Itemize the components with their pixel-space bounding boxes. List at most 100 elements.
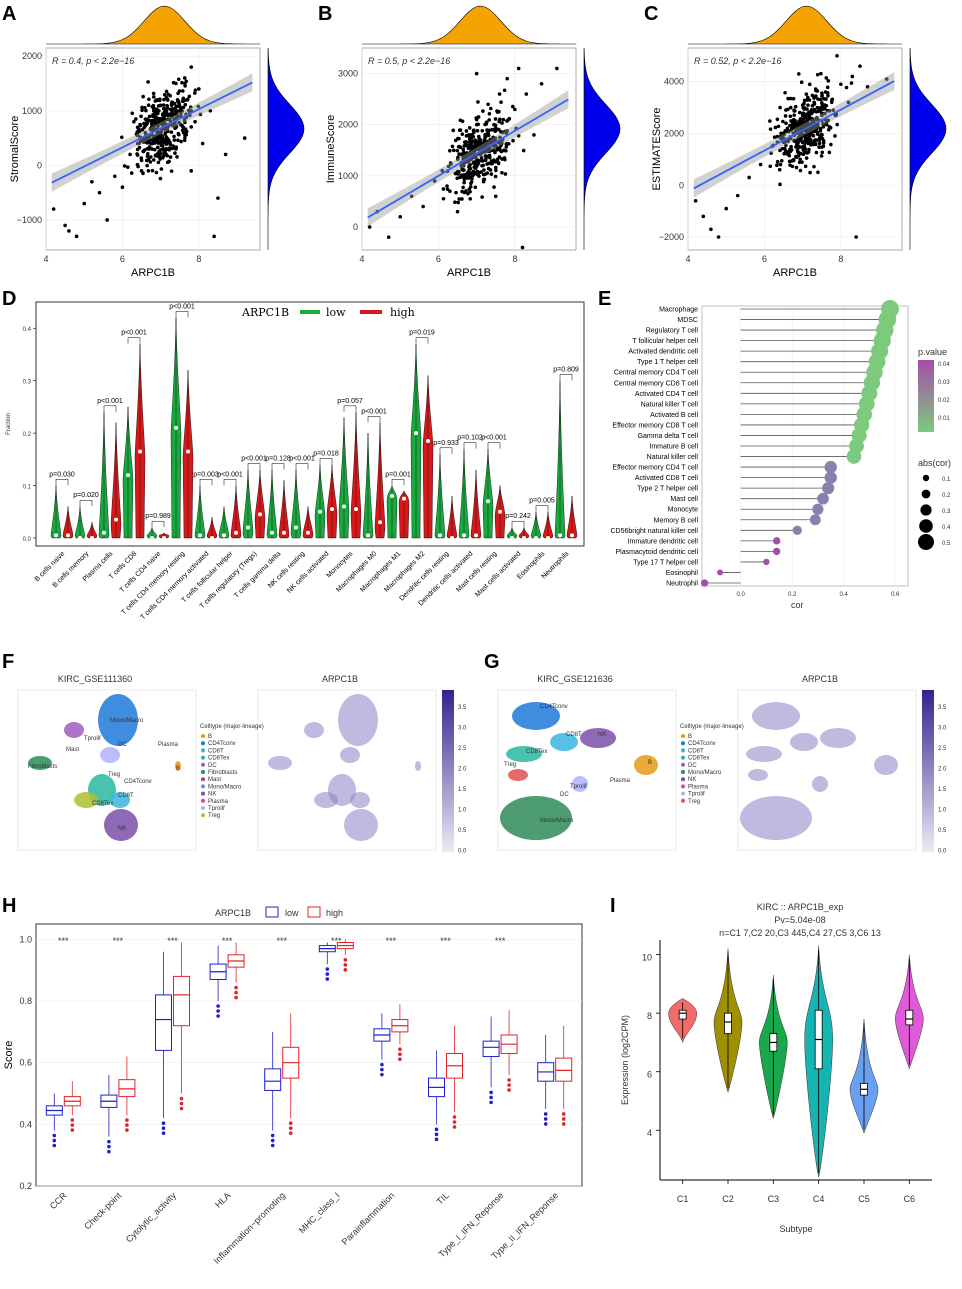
scatter-point — [472, 146, 477, 151]
y-tick-label: 0 — [37, 160, 42, 170]
violin-low-median — [414, 431, 418, 436]
scatter-point — [151, 114, 155, 119]
scatter-point — [784, 143, 788, 148]
scatter-point — [735, 193, 740, 198]
box-low-outlier — [216, 1009, 220, 1013]
umap-title-left: KIRC_GSE121636 — [537, 674, 613, 684]
x-tick-label: 0.0 — [736, 592, 745, 598]
scatter-point — [223, 152, 228, 157]
x-tick-label: 0.4 — [839, 592, 848, 598]
cluster-label: Treg — [504, 762, 516, 768]
scatter-point — [461, 147, 466, 152]
significance-stars: *** — [222, 936, 233, 946]
scatter-point — [151, 103, 156, 108]
umap-expression-cluster — [340, 747, 360, 763]
celltype-legend-label: Tprolif — [208, 806, 225, 812]
category-label: CD56bright natural killer cell — [610, 528, 698, 535]
celltype-legend-label: Mono/Macro — [688, 770, 722, 776]
scatter-point — [826, 127, 831, 132]
scatter-point — [174, 124, 179, 128]
scatter-point — [786, 150, 790, 154]
scatter-point — [800, 160, 804, 164]
lollipop-dot — [772, 537, 781, 545]
category-label: Immature dendritic cell — [628, 538, 699, 545]
scatter-point — [830, 98, 834, 103]
scatter-point — [480, 159, 485, 163]
scatter-point — [505, 119, 509, 123]
umap-expression-cluster — [790, 733, 818, 751]
umap-expression-cluster — [268, 756, 292, 770]
scatter-point — [134, 117, 138, 121]
lollipop-panel-e: 0.0 0.2 0.4 0.6 cor Macrophage MDSC Regulatory … — [610, 300, 951, 610]
umap-expression-cluster — [874, 755, 898, 775]
scatter-point — [693, 198, 698, 203]
scatter-point — [448, 189, 452, 193]
umap-cluster — [98, 694, 138, 746]
scatter-point — [476, 100, 480, 104]
size-legend-label: 0.2 — [942, 493, 951, 499]
scatter-point — [482, 168, 486, 172]
celltype-legend-label: CD8T — [688, 748, 704, 754]
scatter-point — [816, 106, 820, 110]
celltype-legend-label: NK — [208, 792, 216, 798]
box-low-outlier — [107, 1144, 111, 1149]
scatter-point — [487, 118, 492, 122]
scatter-point — [144, 158, 149, 163]
box-low-outlier — [270, 1138, 275, 1143]
cluster-label: Treg — [108, 772, 120, 778]
scatter-point — [130, 111, 135, 116]
scatter-point — [768, 119, 772, 123]
top-density-curve — [362, 5, 577, 45]
scatter-point — [181, 130, 186, 135]
box-low-outlier — [543, 1112, 548, 1116]
scatter-point — [793, 139, 797, 144]
category-label: Activated B cell — [650, 412, 698, 419]
box-high-outlier — [179, 1096, 184, 1101]
correlation-annotation: R = 0.52, p < 2.2e−16 — [694, 56, 781, 66]
scatter-point — [503, 172, 508, 176]
box-low-outlier — [52, 1133, 57, 1138]
scatter-point — [187, 94, 192, 99]
scatter-point — [146, 103, 151, 107]
scatter-point — [804, 156, 809, 160]
p-value-label: p<0.001 — [217, 471, 243, 478]
scatter-point — [478, 140, 483, 144]
scatter-point — [486, 133, 491, 138]
scatter-point — [810, 130, 814, 135]
scatter-point — [819, 154, 824, 158]
legend-label-low: low — [326, 306, 346, 319]
scatter-point — [155, 136, 159, 140]
significance-bracket — [535, 505, 549, 512]
scatter-point — [421, 204, 425, 209]
violin-high-median — [402, 496, 406, 501]
y-tick-label: 10 — [642, 953, 652, 963]
p-value-label: p<0.001 — [289, 456, 315, 463]
celltype-legend-dot — [681, 762, 685, 767]
chart-title: KIRC :: ARPC1B_exp — [757, 902, 844, 912]
scatter-point — [469, 171, 473, 175]
scatter-point — [156, 160, 161, 165]
top-density-curve — [46, 5, 261, 45]
scatter-point — [485, 128, 489, 132]
x-axis-title: ARPC1B — [773, 267, 817, 279]
p-value-label: p=0.102 — [457, 435, 483, 442]
y-axis-title: Fraction — [6, 413, 12, 435]
scatter-point — [153, 141, 157, 145]
scatter-point — [797, 151, 801, 155]
p-value-label: p=0.018 — [313, 450, 339, 457]
box-high-outlier — [398, 1047, 402, 1052]
scatter-point — [140, 105, 144, 110]
scatter-point — [846, 100, 851, 105]
scatter-point — [446, 164, 451, 169]
lollipop-dot — [812, 503, 824, 515]
right-density-curve — [267, 47, 305, 251]
umap-cluster — [500, 796, 572, 840]
scatter-point — [496, 160, 501, 165]
x-axis-title: ARPC1B — [131, 267, 175, 279]
x-axis-title: ARPC1B — [447, 267, 491, 279]
scatter-point — [811, 142, 816, 146]
box-high-outlier — [507, 1088, 511, 1092]
box-high-box — [173, 975, 190, 1027]
scatter-point — [777, 167, 782, 172]
